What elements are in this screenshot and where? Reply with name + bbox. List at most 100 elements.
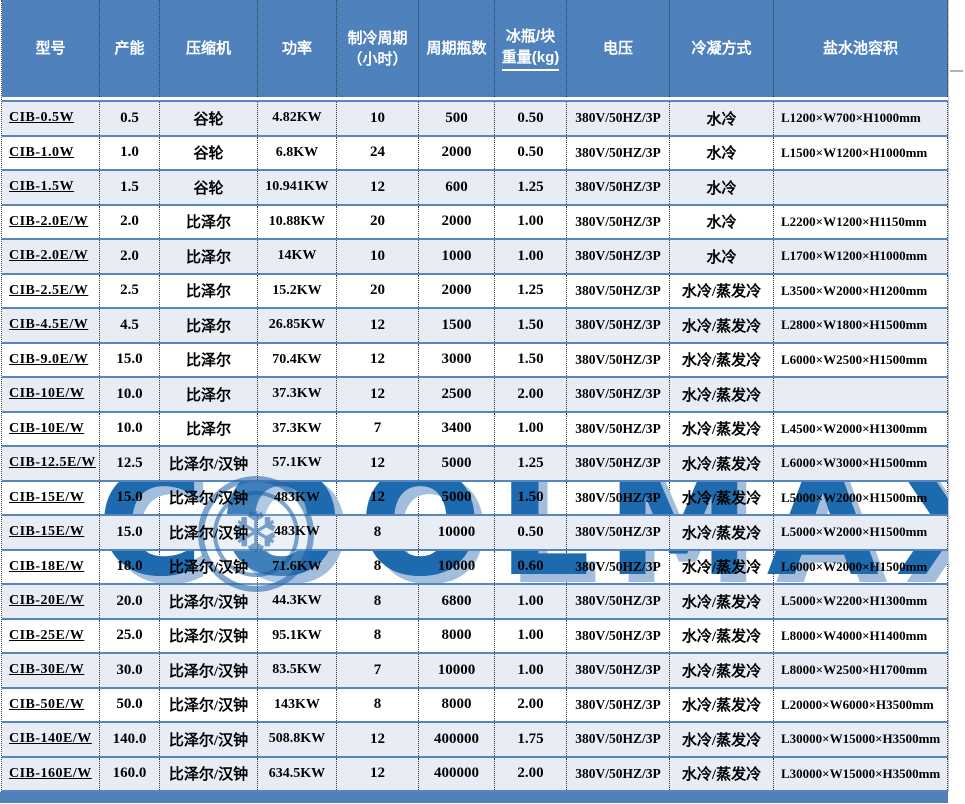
cell-bottles: 1000 xyxy=(419,240,495,273)
cell-voltage: 380V/50HZ/3P xyxy=(567,688,670,721)
cell-text: 12 xyxy=(370,730,385,747)
cell-model[interactable]: CIB-2.5E/W xyxy=(2,274,100,307)
cell-model[interactable]: CIB-10E/W xyxy=(2,412,100,445)
cell-text: 2.00 xyxy=(517,385,544,402)
model-link[interactable]: CIB-4.5E/W xyxy=(9,317,89,333)
cell-text: 谷轮 xyxy=(193,111,224,128)
model-link[interactable]: CIB-18E/W xyxy=(9,558,85,574)
cell-model[interactable]: CIB-0.5W xyxy=(2,102,100,135)
cell-model[interactable]: CIB-140E/W xyxy=(2,723,100,756)
table-row: CIB-4.5E/W 4.5 比泽尔 26.85KW 12 1500 1.50 380V/50… xyxy=(2,309,948,344)
cell-power: 71.6KW xyxy=(258,550,337,583)
model-link[interactable]: CIB-25E/W xyxy=(9,627,85,643)
cell-model[interactable]: CIB-4.5E/W xyxy=(2,309,100,342)
model-link[interactable]: CIB-2.5E/W xyxy=(9,282,89,298)
cell-text: 2000 xyxy=(441,144,472,161)
model-link[interactable]: CIB-15E/W xyxy=(9,524,85,540)
cell-text: 20 xyxy=(370,213,385,230)
cell-model[interactable]: CIB-50E/W xyxy=(2,688,100,721)
cell-weight: 1.00 xyxy=(495,619,567,652)
cell-compressor: 比泽尔/汉钟 xyxy=(160,723,258,756)
cell-model[interactable]: CIB-25E/W xyxy=(2,619,100,652)
cell-text: 水冷 xyxy=(706,180,737,197)
table-row: CIB-30E/W 30.0 比泽尔/汉钟 83.5KW 7 10000 1.00 380V/… xyxy=(2,654,948,689)
cell-capacity: 1.0 xyxy=(100,136,160,169)
cell-text: L2200×W1200×H1150mm xyxy=(781,213,927,229)
cell-power: 483KW xyxy=(258,516,337,549)
model-link[interactable]: CIB-10E/W xyxy=(9,420,85,436)
cell-compressor: 比泽尔/汉钟 xyxy=(160,550,258,583)
cell-model[interactable]: CIB-15E/W xyxy=(2,516,100,549)
model-link[interactable]: CIB-160E/W xyxy=(9,765,92,781)
model-link[interactable]: CIB-0.5W xyxy=(9,110,75,126)
cell-text: 380V/50HZ/3P xyxy=(575,765,661,781)
model-link[interactable]: CIB-20E/W xyxy=(9,593,85,609)
cell-power: 10.88KW xyxy=(258,205,337,238)
cell-capacity: 15.0 xyxy=(100,516,160,549)
model-link[interactable]: CIB-1.0W xyxy=(9,144,75,160)
cell-weight: 1.00 xyxy=(495,654,567,687)
model-link[interactable]: CIB-12.5E/W xyxy=(9,455,96,471)
cell-model[interactable]: CIB-18E/W xyxy=(2,550,100,583)
table-row: CIB-9.0E/W 15.0 比泽尔 70.4KW 12 3000 1.50 380V/50… xyxy=(2,343,948,378)
cell-model[interactable]: CIB-1.0W xyxy=(2,136,100,169)
header-label: 冷凝方式 xyxy=(691,40,752,57)
cell-power: 483KW xyxy=(258,481,337,514)
cell-text: 20.0 xyxy=(116,592,143,609)
cell-cycle: 7 xyxy=(337,412,419,445)
cell-capacity: 140.0 xyxy=(100,723,160,756)
cell-model[interactable]: CIB-2.0E/W xyxy=(2,205,100,238)
cell-model[interactable]: CIB-12.5E/W xyxy=(2,447,100,480)
cell-text: 水冷 xyxy=(706,111,737,128)
cell-model[interactable]: CIB-1.5W xyxy=(2,171,100,204)
cell-model[interactable]: CIB-160E/W xyxy=(2,757,100,790)
cell-model[interactable]: CIB-9.0E/W xyxy=(2,343,100,376)
model-link[interactable]: CIB-30E/W xyxy=(9,662,85,678)
cell-text: L4500×W2000×H1300mm xyxy=(781,420,928,436)
cell-model[interactable]: CIB-30E/W xyxy=(2,654,100,687)
cell-weight: 2.00 xyxy=(495,378,567,411)
model-link[interactable]: CIB-50E/W xyxy=(9,696,85,712)
cell-text: 37.3KW xyxy=(272,420,322,436)
cell-tank xyxy=(774,378,948,411)
model-link[interactable]: CIB-2.0E/W xyxy=(9,213,89,229)
cell-text: 比泽尔 xyxy=(185,387,231,404)
cell-cycle: 10 xyxy=(337,102,419,135)
table-row: CIB-10E/W 10.0 比泽尔 37.3KW 12 2500 2.00 380V/50H… xyxy=(2,378,948,413)
cell-tank: L2800×W1800×H1500mm xyxy=(774,309,948,342)
cell-voltage: 380V/50HZ/3P xyxy=(567,171,670,204)
header-label: 重量(kg) xyxy=(501,47,560,71)
cell-cooling: 水冷/蒸发冷 xyxy=(670,447,774,480)
model-link[interactable]: CIB-10E/W xyxy=(9,386,85,402)
cell-tank xyxy=(774,171,948,204)
cell-text: 380V/50HZ/3P xyxy=(575,179,661,195)
cell-model[interactable]: CIB-20E/W xyxy=(2,585,100,618)
cell-text: 508.8KW xyxy=(268,731,326,747)
cell-text: 71.6KW xyxy=(272,558,322,574)
cell-text: 380V/50HZ/3P xyxy=(575,317,661,333)
model-link[interactable]: CIB-140E/W xyxy=(9,731,92,747)
cell-text: 3400 xyxy=(441,420,472,437)
cell-model[interactable]: CIB-15E/W xyxy=(2,481,100,514)
cell-model[interactable]: CIB-10E/W xyxy=(2,378,100,411)
cell-bottles: 6800 xyxy=(419,585,495,618)
cell-text: 12 xyxy=(370,178,385,195)
cell-voltage: 380V/50HZ/3P xyxy=(567,240,670,273)
cell-text: 1.50 xyxy=(517,316,544,333)
cell-compressor: 比泽尔 xyxy=(160,412,258,445)
cell-text: 比泽尔/汉钟 xyxy=(168,698,249,715)
model-link[interactable]: CIB-9.0E/W xyxy=(9,351,89,367)
model-link[interactable]: CIB-1.5W xyxy=(9,179,75,195)
cell-text: L6000×W3000×H1500mm xyxy=(781,455,928,471)
cell-bottles: 10000 xyxy=(419,516,495,549)
header-label: （小时） xyxy=(347,50,408,68)
cell-text: 比泽尔/汉钟 xyxy=(168,525,249,542)
cell-text: 8 xyxy=(373,558,382,575)
model-link[interactable]: CIB-2.0E/W xyxy=(9,248,89,264)
model-link[interactable]: CIB-15E/W xyxy=(9,489,85,505)
cell-model[interactable]: CIB-2.0E/W xyxy=(2,240,100,273)
cell-text: 380V/50HZ/3P xyxy=(575,558,661,574)
cell-text: L8000×W2500×H1700mm xyxy=(781,662,928,678)
cell-voltage: 380V/50HZ/3P xyxy=(567,309,670,342)
